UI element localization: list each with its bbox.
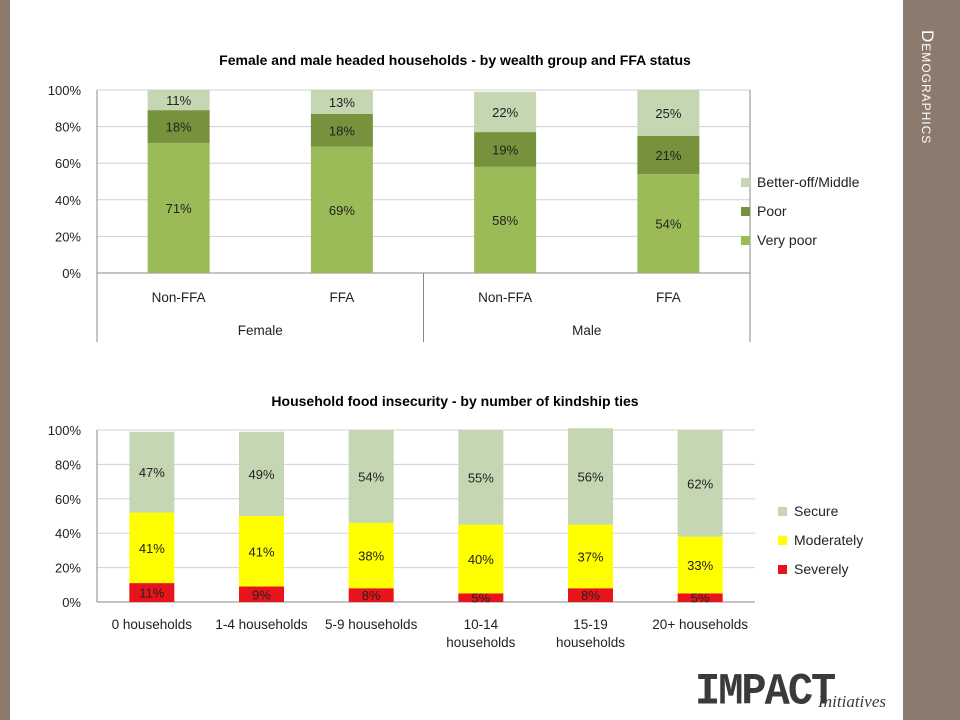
bar-segment: [474, 166, 537, 273]
bar-segment: [637, 174, 700, 273]
wealth-group-chart: Female and male headed households - by w…: [48, 52, 860, 342]
x-category-label: FFA: [329, 290, 354, 305]
bar-segment: [147, 90, 210, 111]
bar-segment: [474, 132, 537, 167]
data-label: 18%: [329, 123, 355, 138]
legend-label: Poor: [757, 203, 787, 219]
data-label: 13%: [329, 95, 355, 110]
bar-segment: [147, 110, 210, 144]
impact-initiatives-logo: IMPACT Initiatives: [695, 666, 905, 718]
y-tick-label: 20%: [55, 229, 81, 244]
data-label: 71%: [166, 201, 192, 216]
legend-label: Very poor: [757, 232, 817, 248]
legend-label: Better-off/Middle: [757, 174, 860, 190]
data-label: 11%: [166, 93, 191, 108]
data-label: 19%: [492, 142, 518, 157]
y-tick-label: 0%: [62, 266, 81, 281]
data-label: 21%: [655, 148, 681, 163]
legend-swatch: [741, 236, 750, 245]
bar-segment: [637, 135, 700, 175]
x-group-label: Female: [238, 323, 283, 338]
y-tick-label: 60%: [55, 156, 81, 171]
section-title-text: Demographics: [918, 30, 937, 145]
data-label: 18%: [166, 120, 192, 135]
logo-main-text: IMPACT: [695, 666, 836, 718]
bar-segment: [637, 90, 700, 136]
y-tick-label: 40%: [55, 193, 81, 208]
data-label: 22%: [492, 105, 518, 120]
section-title: Demographics: [917, 30, 947, 330]
logo-sub-text: Initiatives: [818, 692, 886, 711]
x-category-label: Non-FFA: [478, 290, 532, 305]
bar-segment: [147, 143, 210, 273]
bar-segment: [474, 91, 537, 133]
legend-swatch: [741, 207, 750, 216]
x-group-label: Male: [572, 323, 601, 338]
data-label: 25%: [655, 106, 681, 121]
x-category-label: FFA: [656, 290, 681, 305]
bar-segment: [310, 90, 373, 114]
legend-swatch: [741, 178, 750, 187]
data-label: 58%: [492, 213, 518, 228]
x-category-label: Non-FFA: [152, 290, 206, 305]
chart-title: Female and male headed households - by w…: [219, 52, 691, 68]
data-label: 54%: [655, 217, 681, 232]
y-tick-label: 80%: [55, 120, 81, 135]
bar-segment: [310, 146, 373, 273]
y-tick-label: 100%: [48, 83, 82, 98]
data-label: 69%: [329, 203, 355, 218]
bar-segment: [310, 113, 373, 147]
